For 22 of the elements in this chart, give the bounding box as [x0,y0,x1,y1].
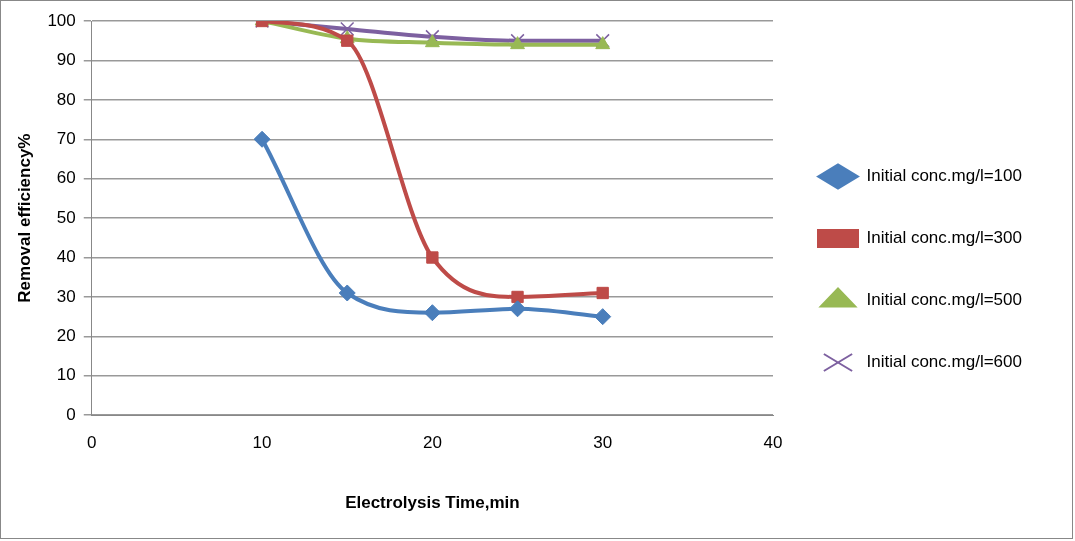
y-tick-label: 90 [56,50,76,70]
legend-label: Initial conc.mg/l=600 [866,352,1022,372]
legend-label: Initial conc.mg/l=100 [866,166,1022,186]
x-tick-label: 20 [422,433,442,453]
y-tick-label: 100 [47,10,76,30]
x-tick-label: 30 [593,433,613,453]
y-tick-label: 50 [56,207,76,227]
y-tick-label: 10 [56,365,76,385]
x-tick-label: 10 [252,433,272,453]
y-tick-label: 20 [56,326,76,346]
y-tick-label: 60 [56,168,76,188]
legend-label: Initial conc.mg/l=300 [866,228,1022,248]
y-tick-label: 30 [56,286,76,306]
y-axis-title: Removal efficiency% [14,133,34,303]
y-tick-label: 0 [66,404,76,424]
legend-label: Initial conc.mg/l=500 [866,290,1022,310]
y-tick-label: 40 [56,247,76,267]
x-axis-title: Electrolysis Time,min [345,493,520,513]
y-tick-label: 70 [56,128,76,148]
x-tick-label: 0 [87,433,97,453]
x-tick-label: 40 [763,433,783,453]
y-tick-label: 80 [56,89,76,109]
